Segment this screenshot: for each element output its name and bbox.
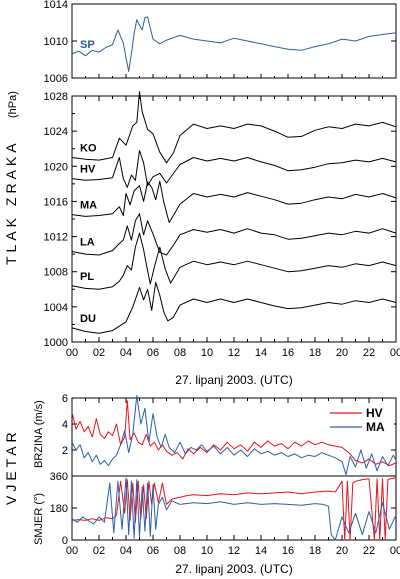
pressure-x-label: 27. lipanj 2003. (UTC) (175, 373, 292, 387)
pressure-xtick-label: 22 (363, 347, 375, 359)
pressure-xtick-label: 04 (120, 347, 132, 359)
wind-xtick-label: 08 (174, 545, 186, 557)
pressure-main-ytick-label: 1012 (44, 232, 68, 244)
pressure-xtick-label: 18 (309, 347, 321, 359)
wind-speed-ytick-label: 2 (62, 445, 68, 457)
pressure-main-ytick-label: 1004 (44, 302, 68, 314)
pressure-main-ytick-label: 1020 (44, 161, 68, 173)
legend-ma-label: MA (366, 420, 385, 434)
pressure-xtick-label: 10 (201, 347, 213, 359)
pressure-top-ytick-label: 1010 (44, 36, 68, 48)
wind-speed-series-ma (71, 394, 397, 476)
pressure-top-ytick-label: 1014 (44, 0, 68, 11)
pressure-top-ytick-label: 1006 (44, 73, 68, 85)
wind-direction-ytick-label: 360 (50, 471, 68, 483)
wind-direction-series-hv (71, 477, 397, 541)
station-label-pl: PL (80, 271, 94, 283)
pressure-xtick-label: 02 (93, 347, 105, 359)
wind-speed-panel: 2 4 6 (62, 393, 397, 477)
pressure-main-ytick-label: 1008 (44, 267, 68, 279)
pressure-xtick-label: 20 (336, 347, 348, 359)
wind-xtick-label: 16 (282, 545, 294, 557)
wind-speed-series-hv (71, 400, 397, 467)
station-label-hv: HV (80, 164, 96, 176)
pressure-main-series-pl (71, 232, 397, 290)
pressure-main-ytick-label: 1016 (44, 196, 68, 208)
station-label-ko: KO (80, 143, 97, 155)
station-label-ma: MA (80, 200, 97, 212)
wind-xtick-label: 00 (66, 545, 78, 557)
wind-xtick-label: 10 (201, 545, 213, 557)
wind-xtick-label: 22 (363, 545, 375, 557)
pressure-main-ytick-label: 1000 (44, 337, 68, 349)
wind-direction-label: SMJER (°) (33, 493, 45, 545)
pressure-top-series-sp (71, 16, 397, 72)
wind-title: VJETAR (3, 428, 19, 505)
pressure-xtick-label: 06 (147, 347, 159, 359)
pressure-xtick-label: 12 (228, 347, 240, 359)
pressure-title: TLAK ZRAKA (3, 139, 19, 265)
legend-hv-label: HV (366, 406, 383, 420)
pressure-x-axis: 00 02 04 06 08 10 12 14 16 18 20 22 00 27. lipanj 20… (66, 96, 400, 387)
station-label-sp: SP (80, 39, 95, 51)
wind-xtick-label: 02 (93, 545, 105, 557)
station-label-la: LA (80, 237, 95, 249)
pressure-xtick-label: 08 (174, 347, 186, 359)
pressure-main-series-la (71, 213, 397, 256)
pressure-main-panel: 1000 1004 1008 1012 1016 1020 1024 1028 KO HV MA L… (44, 91, 397, 349)
wind-speed-ytick-label: 4 (62, 419, 68, 431)
wind-direction-series-ma (71, 477, 397, 541)
pressure-xtick-label: 14 (255, 347, 267, 359)
wind-speed-label: BRZINA (m/s) (33, 400, 45, 468)
pressure-xtick-label: 16 (282, 347, 294, 359)
pressure-xtick-label: 00 (66, 347, 78, 359)
pressure-top-panel: 1006 1010 1014 SP (44, 0, 397, 85)
wind-x-label: 27. lipanj 2003. (UTC) (175, 562, 292, 576)
pressure-main-ytick-label: 1028 (44, 91, 68, 103)
wind-xtick-label: 00 (390, 545, 400, 557)
wind-x-axis: 00 02 04 06 08 10 12 14 16 18 20 22 00 27. lipanj 20… (66, 398, 400, 576)
pressure-main-series-ko (71, 91, 397, 164)
station-label-du: DU (80, 313, 96, 325)
pressure-main-series-du (71, 281, 397, 334)
pressure-main-series-ma (71, 180, 397, 223)
pressure-xtick-label: 00 (390, 347, 400, 359)
wind-xtick-label: 12 (228, 545, 240, 557)
wind-direction-panel: 0 180 360 (50, 471, 397, 547)
pressure-main-series-hv (71, 150, 397, 188)
wind-speed-ytick-label: 6 (62, 393, 68, 405)
pressure-main-ytick-label: 1024 (44, 126, 68, 138)
wind-xtick-label: 18 (309, 545, 321, 557)
wind-xtick-label: 20 (336, 545, 348, 557)
wind-xtick-label: 06 (147, 545, 159, 557)
wind-legend: HV MA (326, 405, 394, 435)
wind-xtick-label: 04 (120, 545, 132, 557)
pressure-unit: (hPa) (7, 91, 19, 118)
wind-xtick-label: 14 (255, 545, 267, 557)
wind-direction-ytick-label: 0 (62, 535, 68, 547)
wind-direction-ytick-label: 180 (50, 503, 68, 515)
